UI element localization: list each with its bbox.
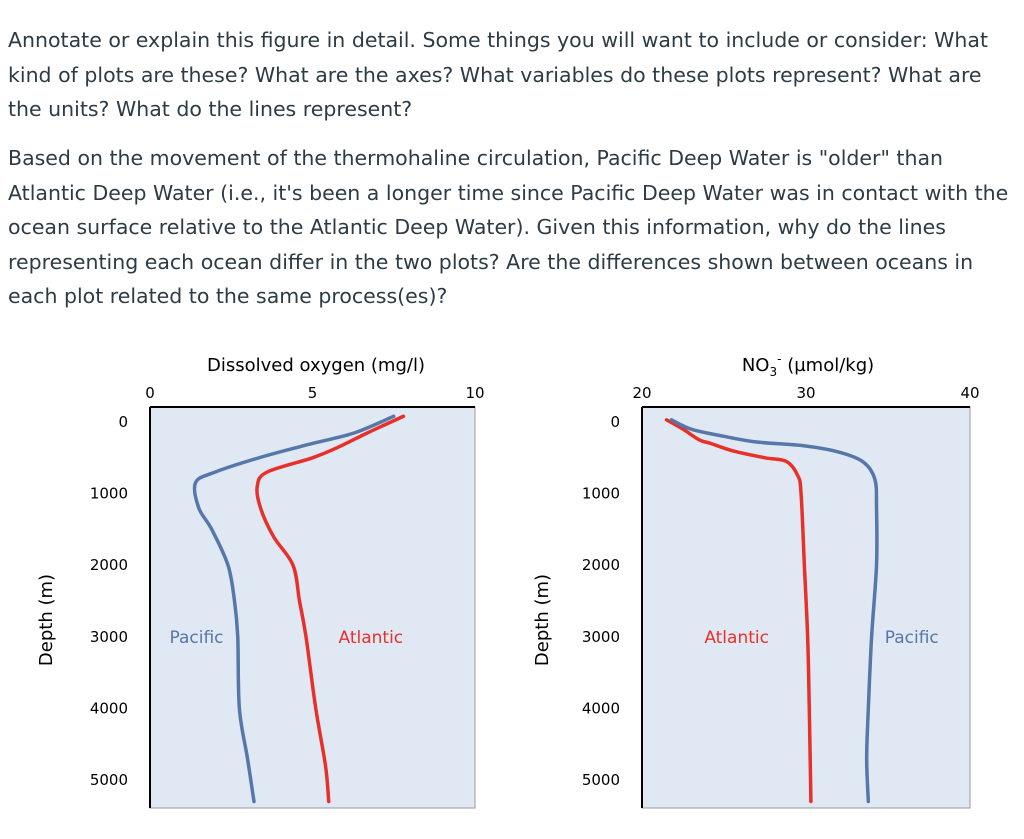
- x-tick-label-nitrate: 40: [960, 384, 979, 402]
- question-paragraph-2: Based on the movement of the thermohalin…: [8, 146, 1009, 308]
- y-axis-label-nitrate: Depth (m): [532, 574, 553, 666]
- series-line-atlantic-nitrate: [664, 418, 813, 804]
- series-label-atlantic-oxygen: Atlantic: [339, 628, 404, 648]
- chart-nitrate: NO3- (µmol/kg) 20 30 40 0 1000 2000 3000 4000 500…: [532, 352, 980, 809]
- y-tick-label-nitrate: 0: [610, 413, 620, 431]
- question-paragraph-1: Annotate or explain this figure in detai…: [8, 28, 989, 121]
- series-label-atlantic-nitrate: Atlantic: [704, 628, 769, 648]
- series-line-atlantic-oxygen: [255, 414, 406, 804]
- y-tick-label-oxygen: 0: [118, 413, 128, 431]
- x-tick-label-oxygen: 5: [308, 384, 318, 402]
- y-tick-label-oxygen: 2000: [90, 556, 128, 574]
- series-line-pacific-nitrate: [669, 418, 879, 804]
- y-tick-label-nitrate: 5000: [582, 771, 620, 789]
- plot-area-oxygen: [149, 406, 476, 809]
- chart-title-oxygen: Dissolved oxygen (mg/l): [207, 355, 425, 376]
- y-tick-label-nitrate: 2000: [582, 556, 620, 574]
- y-tick-label-oxygen: 1000: [90, 485, 128, 503]
- y-tick-label-nitrate: 4000: [582, 699, 620, 717]
- x-tick-label-nitrate: 30: [796, 384, 815, 402]
- y-tick-label-oxygen: 4000: [90, 699, 128, 717]
- series-label-pacific-oxygen: Pacific: [170, 628, 224, 648]
- y-tick-label-nitrate: 1000: [582, 485, 620, 503]
- series-line-pacific-oxygen: [192, 414, 396, 804]
- y-tick-label-nitrate: 3000: [582, 628, 620, 646]
- y-axis-label-oxygen: Depth (m): [36, 574, 57, 666]
- x-tick-label-oxygen: 10: [465, 384, 484, 402]
- chart-title-nitrate: NO3- (µmol/kg): [742, 352, 874, 379]
- x-tick-label-nitrate: 20: [632, 384, 651, 402]
- chart-oxygen: Dissolved oxygen (mg/l) 0 5 10 0 1000 2000 3000…: [36, 355, 485, 809]
- y-tick-label-oxygen: 5000: [90, 771, 128, 789]
- x-tick-label-oxygen: 0: [145, 384, 155, 402]
- y-tick-label-oxygen: 3000: [90, 628, 128, 646]
- series-label-pacific-nitrate: Pacific: [885, 628, 939, 648]
